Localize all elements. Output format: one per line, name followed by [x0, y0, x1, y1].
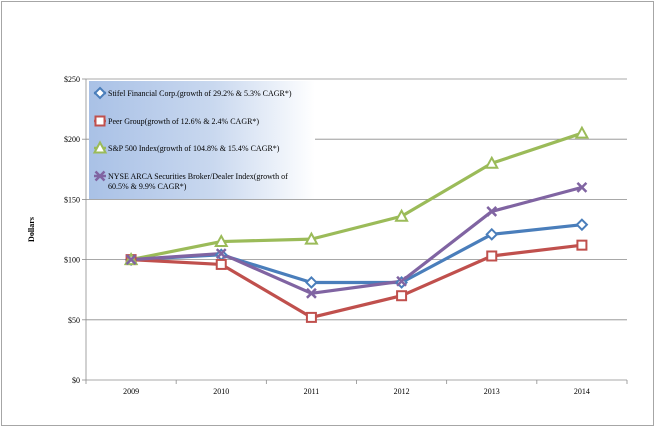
x-tick-label-2010: 2010	[213, 387, 229, 396]
series-layer	[123, 125, 590, 323]
legend-label-1: Peer Group(growth of 12.6% & 2.4% CAGR*)	[108, 117, 259, 126]
x-tick-label-2012: 2012	[394, 387, 410, 396]
legend-marker-3-stroke-b	[94, 170, 106, 182]
y-tick-label: $0	[72, 376, 80, 385]
series-markers-2	[123, 125, 590, 266]
legend-box	[89, 81, 315, 199]
x-tick-label-2014: 2014	[574, 387, 590, 396]
series-line-1	[130, 243, 583, 319]
legend: Stifel Financial Corp.(growth of 29.2% &…	[89, 81, 315, 199]
series-1	[130, 243, 583, 319]
y-tick-label: $100	[64, 256, 80, 265]
legend-marker-2	[92, 140, 108, 154]
point-s3-2010	[215, 248, 227, 259]
legend-label-2: S&P 500 Index(growth of 104.8% & 15.4% C…	[108, 144, 280, 153]
point-s3-2012	[396, 275, 407, 287]
series-3	[130, 185, 583, 295]
point-s3-2011-stroke-b	[306, 287, 317, 299]
series-line-2	[130, 131, 583, 262]
point-s3-2014-stroke-b	[576, 181, 588, 193]
x-tick-label-2011: 2011	[304, 387, 320, 396]
point-s3-2013-stroke-b	[486, 206, 498, 217]
point-s1-2011	[305, 311, 317, 323]
y-axis-title: Dollars	[27, 217, 36, 242]
point-s1-2010	[215, 258, 227, 270]
point-s3-2014	[576, 181, 588, 193]
legend-label-3: NYSE ARCA Securities Broker/Dealer Index…	[108, 172, 288, 181]
point-s2-2011	[304, 231, 319, 245]
series-markers-3	[125, 181, 588, 299]
legend-label-3: 60.5% & 9.9% CAGR*)	[108, 182, 187, 191]
axis-layer: $0 $50 $100 $150 $200 $250 2009 2010 2011 2012 201…	[27, 75, 628, 396]
point-s3-2010-stroke-b	[215, 248, 227, 259]
legend-label-0: Stifel Financial Corp.(growth of 29.2% &…	[108, 89, 292, 98]
point-s3-2011	[306, 287, 317, 299]
point-s2-2010	[214, 233, 229, 248]
legend-marker-3	[94, 170, 106, 182]
point-s3-2013	[486, 206, 498, 217]
y-tick-label: $50	[68, 316, 80, 325]
point-s2-2012	[394, 208, 409, 222]
series-2	[130, 131, 583, 262]
y-tick-label: $200	[64, 135, 80, 144]
point-s1-2013	[486, 250, 498, 262]
point-s3-2012-stroke-b	[396, 275, 407, 287]
y-tick-label: $250	[64, 75, 80, 84]
point-s1-2014	[576, 239, 588, 251]
grid-layer	[86, 78, 627, 321]
point-s3-2009-stroke-b	[125, 254, 137, 265]
point-s0-2013	[485, 227, 499, 241]
legend-marker-0	[93, 86, 107, 100]
point-s0-2011	[305, 276, 318, 289]
point-s2-2013	[484, 155, 499, 169]
x-tick-label-2009: 2009	[123, 387, 139, 396]
point-s1-2012	[396, 290, 408, 302]
point-s3-2009	[125, 254, 137, 265]
x-tick-label-2013: 2013	[484, 387, 500, 396]
series-line-3	[130, 185, 583, 295]
legend-marker-1	[94, 115, 106, 127]
y-tick-label: $150	[64, 195, 80, 204]
point-s2-2014	[574, 125, 590, 139]
point-s0-2014	[575, 218, 589, 232]
